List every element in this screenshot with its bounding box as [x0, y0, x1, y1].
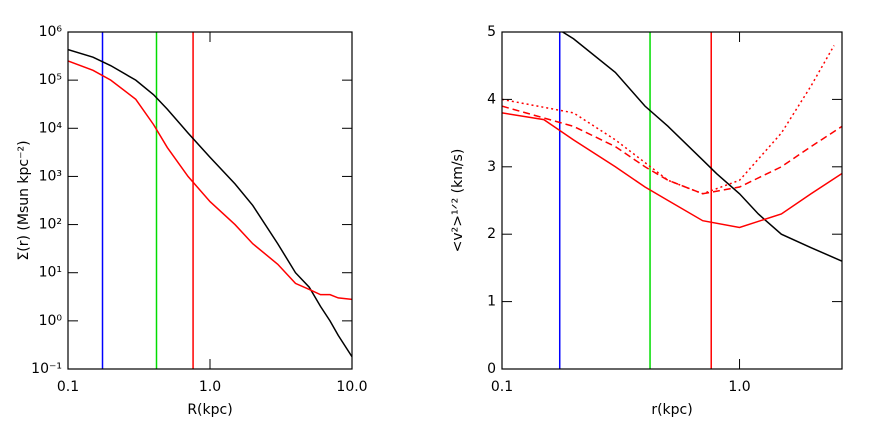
y-tick-label: 0 [487, 361, 496, 377]
y-tick-label: 10⁰ [39, 313, 63, 329]
x-tick-label: 0.1 [491, 379, 513, 395]
plot-area [502, 32, 842, 369]
plot-area [68, 32, 352, 369]
y-axis-label: Σ(r) (Msun kpc⁻²) [16, 140, 32, 260]
y-tick-label: 3 [487, 159, 496, 175]
data-line [502, 105, 842, 195]
data-line [502, 45, 835, 195]
y-tick-label: 10² [39, 217, 62, 233]
y-tick-label: 10¹ [39, 265, 62, 281]
y-tick-label: 10⁴ [39, 120, 63, 136]
y-tick-label: 10³ [39, 168, 62, 184]
data-line [68, 60, 352, 301]
x-axis-label: R(kpc) [187, 402, 232, 418]
data-line [502, 112, 842, 229]
x-tick-label: 1.0 [728, 379, 750, 395]
x-tick-label: 1.0 [199, 379, 221, 395]
y-tick-label: 5 [487, 24, 496, 40]
y-tick-label: 10⁶ [39, 24, 63, 40]
y-tick-label: 10⁻¹ [31, 361, 62, 377]
x-tick-label: 10.0 [336, 379, 367, 395]
data-line [562, 32, 842, 262]
x-tick-label: 0.1 [57, 379, 79, 395]
x-axis-label: r(kpc) [651, 402, 692, 418]
axes-frame [501, 31, 843, 370]
y-tick-label: 10⁵ [39, 72, 62, 88]
y-tick-label: 1 [487, 294, 496, 310]
y-tick-label: 2 [487, 226, 496, 242]
data-line [68, 48, 352, 358]
y-axis-label: <v²>¹ᐟ² (km/s) [450, 149, 466, 253]
y-tick-label: 4 [487, 91, 496, 107]
